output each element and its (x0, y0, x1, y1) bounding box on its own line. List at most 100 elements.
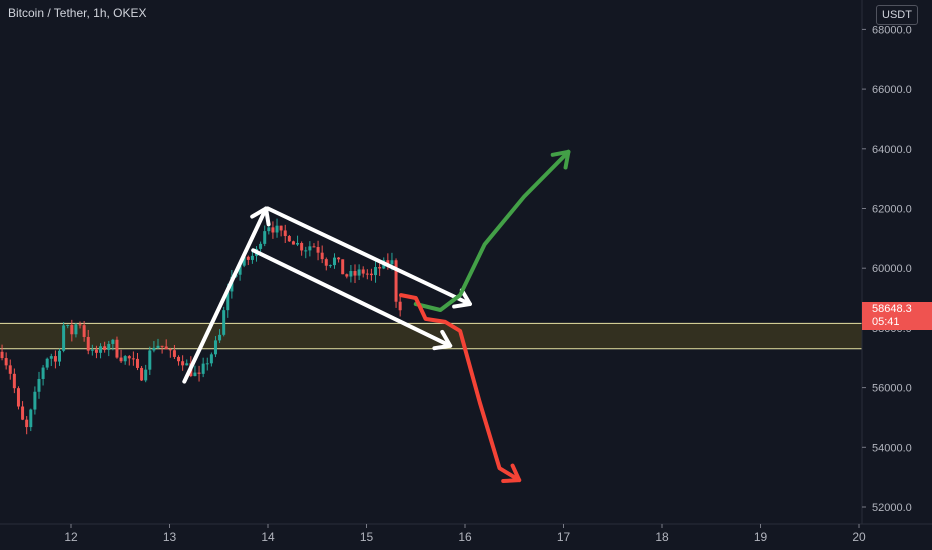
currency-unit-button[interactable]: USDT (876, 5, 918, 25)
price-tick-label: 60000.0 (872, 263, 912, 275)
candle-down (25, 419, 29, 428)
candle-up (218, 334, 222, 341)
candle-up (209, 354, 213, 364)
candle-up (213, 340, 217, 355)
price-tick-label: 54000.0 (872, 442, 912, 454)
bearish-scenario-arrow[interactable] (399, 293, 522, 483)
channel-upper-arrow[interactable] (266, 206, 472, 306)
last-price-value: 58648.3 (872, 303, 912, 315)
candle-up (193, 372, 197, 377)
candle-down (0, 351, 4, 359)
candle-up (242, 256, 246, 266)
candle-up (185, 363, 189, 366)
candle-down (300, 243, 304, 251)
candle-down (181, 361, 185, 366)
candle-up (41, 367, 45, 379)
candle-up (349, 271, 353, 277)
candle-down (4, 358, 8, 366)
candle-up (250, 255, 254, 260)
candle-up (111, 339, 115, 344)
candle-up (332, 257, 336, 266)
last-price-tag: 58648.3 05:41 (862, 302, 932, 330)
candle-up (33, 391, 37, 410)
candle-down (82, 325, 86, 337)
candle-up (205, 363, 209, 365)
bearish-scenario-arrowhead[interactable] (501, 463, 522, 484)
candle-down (197, 372, 201, 374)
candle-down (361, 269, 365, 274)
candle-up (123, 356, 127, 362)
bar-countdown: 05:41 (872, 316, 900, 328)
channel-lower-arrow[interactable] (251, 248, 453, 348)
candle-up (263, 231, 267, 244)
candle-up (66, 325, 70, 327)
candle-down (12, 373, 16, 389)
candle-down (386, 260, 390, 265)
candle-up (45, 358, 49, 368)
candle-down (279, 225, 283, 231)
price-tick-label: 56000.0 (872, 383, 912, 395)
price-tick-label: 52000.0 (872, 502, 912, 514)
candle-up (74, 324, 78, 335)
candle-down (103, 346, 107, 350)
candle-down (345, 274, 349, 277)
time-tick-label: 19 (754, 530, 768, 544)
candle-down (291, 241, 295, 245)
candle-down (337, 257, 341, 260)
candle-up (58, 350, 62, 362)
candle-up (201, 363, 205, 374)
candle-up (357, 269, 361, 276)
candle-down (53, 356, 57, 362)
bullish-scenario-arrow[interactable] (413, 149, 571, 312)
candle-down (168, 349, 172, 351)
time-tick-label: 17 (557, 530, 571, 544)
candle-down (394, 260, 398, 302)
candle-down (378, 267, 382, 269)
candle-down (78, 324, 82, 326)
candle-down (135, 358, 139, 368)
channel-upper-arrowhead[interactable] (452, 288, 472, 309)
candle-up (156, 345, 160, 348)
drawings[interactable] (182, 149, 571, 484)
price-tick-label: 66000.0 (872, 84, 912, 96)
flagpole-arrow[interactable] (182, 206, 268, 384)
channel-lower-arrowhead[interactable] (432, 329, 453, 351)
candle-down (324, 259, 328, 266)
candle-up (107, 343, 111, 350)
candle-down (164, 346, 168, 350)
chart-title: Bitcoin / Tether, 1h, OKEX (8, 6, 147, 20)
candle-up (267, 227, 271, 232)
candle-down (320, 252, 324, 260)
price-axis[interactable]: 52000.054000.056000.058000.060000.062000… (862, 24, 912, 514)
candle-up (275, 225, 279, 233)
candle-up (226, 291, 230, 311)
candle-up (148, 350, 152, 370)
candle-down (21, 406, 25, 420)
bullish-scenario-arrowhead[interactable] (550, 149, 571, 170)
candle-down (398, 301, 402, 311)
candle-down (341, 259, 345, 275)
candle-down (312, 246, 316, 248)
time-tick-label: 16 (458, 530, 472, 544)
candle-down (283, 230, 287, 237)
candles (0, 218, 402, 435)
candle-up (144, 369, 148, 381)
candle-down (271, 227, 275, 233)
candle-down (172, 350, 176, 357)
candle-up (328, 265, 332, 267)
candle-up (259, 243, 263, 249)
candle-up (296, 243, 300, 245)
candle-up (62, 325, 66, 351)
candle-down (131, 358, 135, 360)
candle-up (90, 349, 94, 351)
price-tick-label: 62000.0 (872, 204, 912, 216)
time-axis[interactable]: 12 13 14 15 16 17 18 19 20 (64, 524, 866, 544)
candle-up (49, 356, 53, 359)
candle-down (115, 339, 119, 358)
candle-down (70, 325, 74, 335)
price-tick-label: 64000.0 (872, 144, 912, 156)
time-tick-label: 14 (261, 530, 275, 544)
candle-up (29, 409, 33, 428)
